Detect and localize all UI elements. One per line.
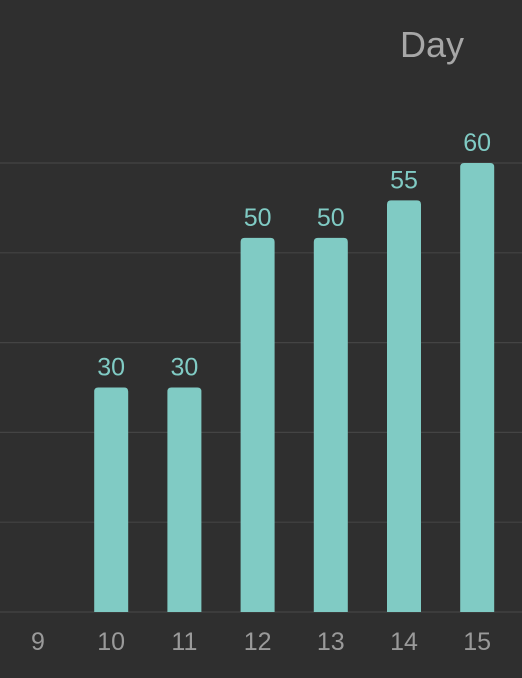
bar-13[interactable] xyxy=(313,237,348,613)
value-label-13: 50 xyxy=(317,204,345,232)
bar-15[interactable] xyxy=(460,163,495,612)
x-tick-label-14: 14 xyxy=(390,628,418,656)
x-tick-label-12: 12 xyxy=(244,628,272,656)
bar-14[interactable] xyxy=(387,200,421,612)
bar-10[interactable] xyxy=(94,387,129,613)
period-selector-label[interactable]: Day xyxy=(399,24,464,65)
x-tick-label-9: 9 xyxy=(31,628,45,656)
bar-11[interactable] xyxy=(167,387,202,613)
value-label-15: 60 xyxy=(463,129,491,157)
bar-12[interactable] xyxy=(240,237,275,613)
x-tick-label-11: 11 xyxy=(171,628,197,656)
x-tick-label-10: 10 xyxy=(97,628,125,656)
value-label-12: 50 xyxy=(244,204,272,232)
x-tick-label-15: 15 xyxy=(463,628,491,656)
value-label-11: 30 xyxy=(170,354,198,382)
x-tick-label-13: 13 xyxy=(317,628,345,656)
value-label-10: 30 xyxy=(97,354,125,382)
value-label-14: 55 xyxy=(390,166,418,194)
